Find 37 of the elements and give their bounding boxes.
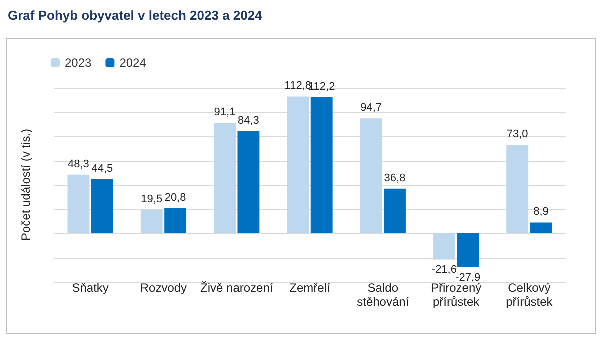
bar <box>214 123 236 234</box>
x-tick-label: Saldo stěhování <box>357 281 410 309</box>
bar <box>433 234 456 260</box>
data-label: 84,3 <box>238 114 260 127</box>
bar <box>360 118 382 234</box>
x-tick-label: Rozvody <box>140 281 188 295</box>
x-tick-label: Sňatky <box>72 281 109 295</box>
y-axis-title: Počet událostí (v tis.) <box>19 128 33 242</box>
data-label: 73,0 <box>506 128 528 140</box>
data-label: 94,7 <box>360 102 382 114</box>
data-label: -21,6 <box>432 264 457 276</box>
bar <box>310 97 333 234</box>
data-label: 36,8 <box>384 172 406 184</box>
bar <box>68 174 90 234</box>
data-label: -27,9 <box>456 272 481 284</box>
bar <box>506 144 529 234</box>
x-tick-label: Přirozený přírůstek <box>430 281 482 309</box>
data-label: 19,5 <box>141 193 163 206</box>
data-label: 91,1 <box>214 106 236 119</box>
x-tick-label: Celkový přírůstek <box>506 281 554 309</box>
bar <box>238 131 260 234</box>
chart-title: Graf Pohyb obyvatel v letech 2023 a 2024 <box>8 8 262 23</box>
legend-label: 2023 <box>65 56 92 70</box>
bar <box>384 188 406 234</box>
data-label: 20,8 <box>164 192 186 204</box>
bar <box>287 96 310 234</box>
bar <box>457 234 480 268</box>
data-label: 44,5 <box>92 163 114 176</box>
data-label: 48,3 <box>68 158 90 170</box>
bar <box>164 208 187 234</box>
bar <box>530 222 552 234</box>
x-tick-label: Zemřelí <box>290 281 331 295</box>
bar <box>140 210 163 234</box>
bar <box>91 180 114 234</box>
x-tick-label: Živě narození <box>200 281 274 295</box>
legend-label: 2024 <box>120 56 147 70</box>
data-label: 8,9 <box>534 206 549 218</box>
